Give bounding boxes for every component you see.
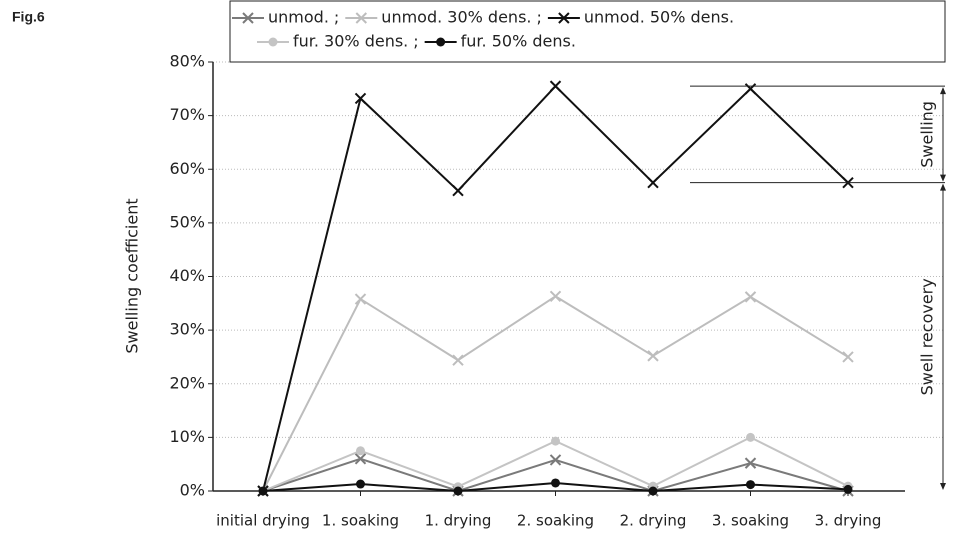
marker [436, 37, 446, 47]
marker [648, 486, 658, 496]
figure-label: Fig.6 [12, 9, 45, 25]
x-tick-label: 3. soaking [712, 512, 789, 530]
marker [354, 293, 367, 305]
marker [744, 457, 757, 469]
marker [744, 83, 757, 95]
arrow-head [940, 183, 946, 191]
arrow-head [940, 87, 946, 95]
y-tick-label: 80% [169, 52, 205, 71]
legend-separator: ; [537, 8, 542, 27]
series-line [262, 84, 849, 492]
marker [452, 184, 464, 197]
y-tick-label: 60% [169, 159, 205, 178]
marker [558, 12, 570, 24]
arrow-head [940, 483, 946, 490]
marker [452, 354, 464, 366]
arrow-head [940, 174, 946, 182]
y-tick-label: 10% [169, 427, 205, 446]
y-axis-label: Swelling coefficient [123, 198, 142, 353]
marker [551, 436, 560, 446]
marker [843, 484, 853, 494]
y-tick-label: 0% [180, 481, 205, 500]
x-tick-label: 1. soaking [322, 512, 399, 530]
marker [355, 12, 368, 24]
x-tick-label: 1. drying [425, 512, 492, 530]
legend-label: fur. 50% dens. [461, 32, 576, 51]
marker [549, 290, 562, 303]
y-tick-label: 20% [169, 373, 205, 392]
annotation: Swell recovery [918, 278, 937, 395]
annotation: Swelling [918, 101, 937, 168]
marker [842, 351, 854, 363]
x-tick-label: 2. soaking [517, 512, 594, 530]
y-tick-label: 30% [169, 320, 205, 339]
marker [746, 480, 755, 490]
legend-separator: ; [413, 32, 418, 51]
marker [549, 80, 562, 92]
legend-label: fur. 30% dens. [293, 32, 408, 51]
legend-separator: ; [334, 8, 339, 27]
marker [744, 291, 757, 303]
y-tick-label: 50% [169, 212, 205, 231]
marker [354, 453, 367, 465]
marker [647, 350, 659, 362]
marker [354, 92, 367, 105]
marker [356, 479, 365, 489]
x-tick-label: 2. drying [620, 512, 687, 530]
marker [356, 446, 365, 456]
y-tick-label: 70% [169, 105, 205, 124]
marker [268, 37, 278, 47]
marker [549, 454, 562, 466]
marker [647, 176, 659, 189]
marker [258, 486, 268, 496]
legend-label: unmod. 50% dens. [584, 8, 734, 27]
marker [453, 486, 463, 496]
x-tick-label: initial drying [216, 512, 310, 530]
legend-label: unmod. 30% dens. [381, 8, 531, 27]
legend-box [229, 0, 946, 63]
legend: unmod.; unmod. 30% dens.; unmod. 50% dens.… [229, 0, 946, 63]
legend-label: unmod. [268, 8, 329, 27]
y-tick-label: 40% [169, 266, 205, 285]
marker [746, 432, 755, 442]
x-tick-label: 3. drying [815, 512, 882, 530]
marker [551, 478, 560, 488]
marker [242, 12, 254, 24]
